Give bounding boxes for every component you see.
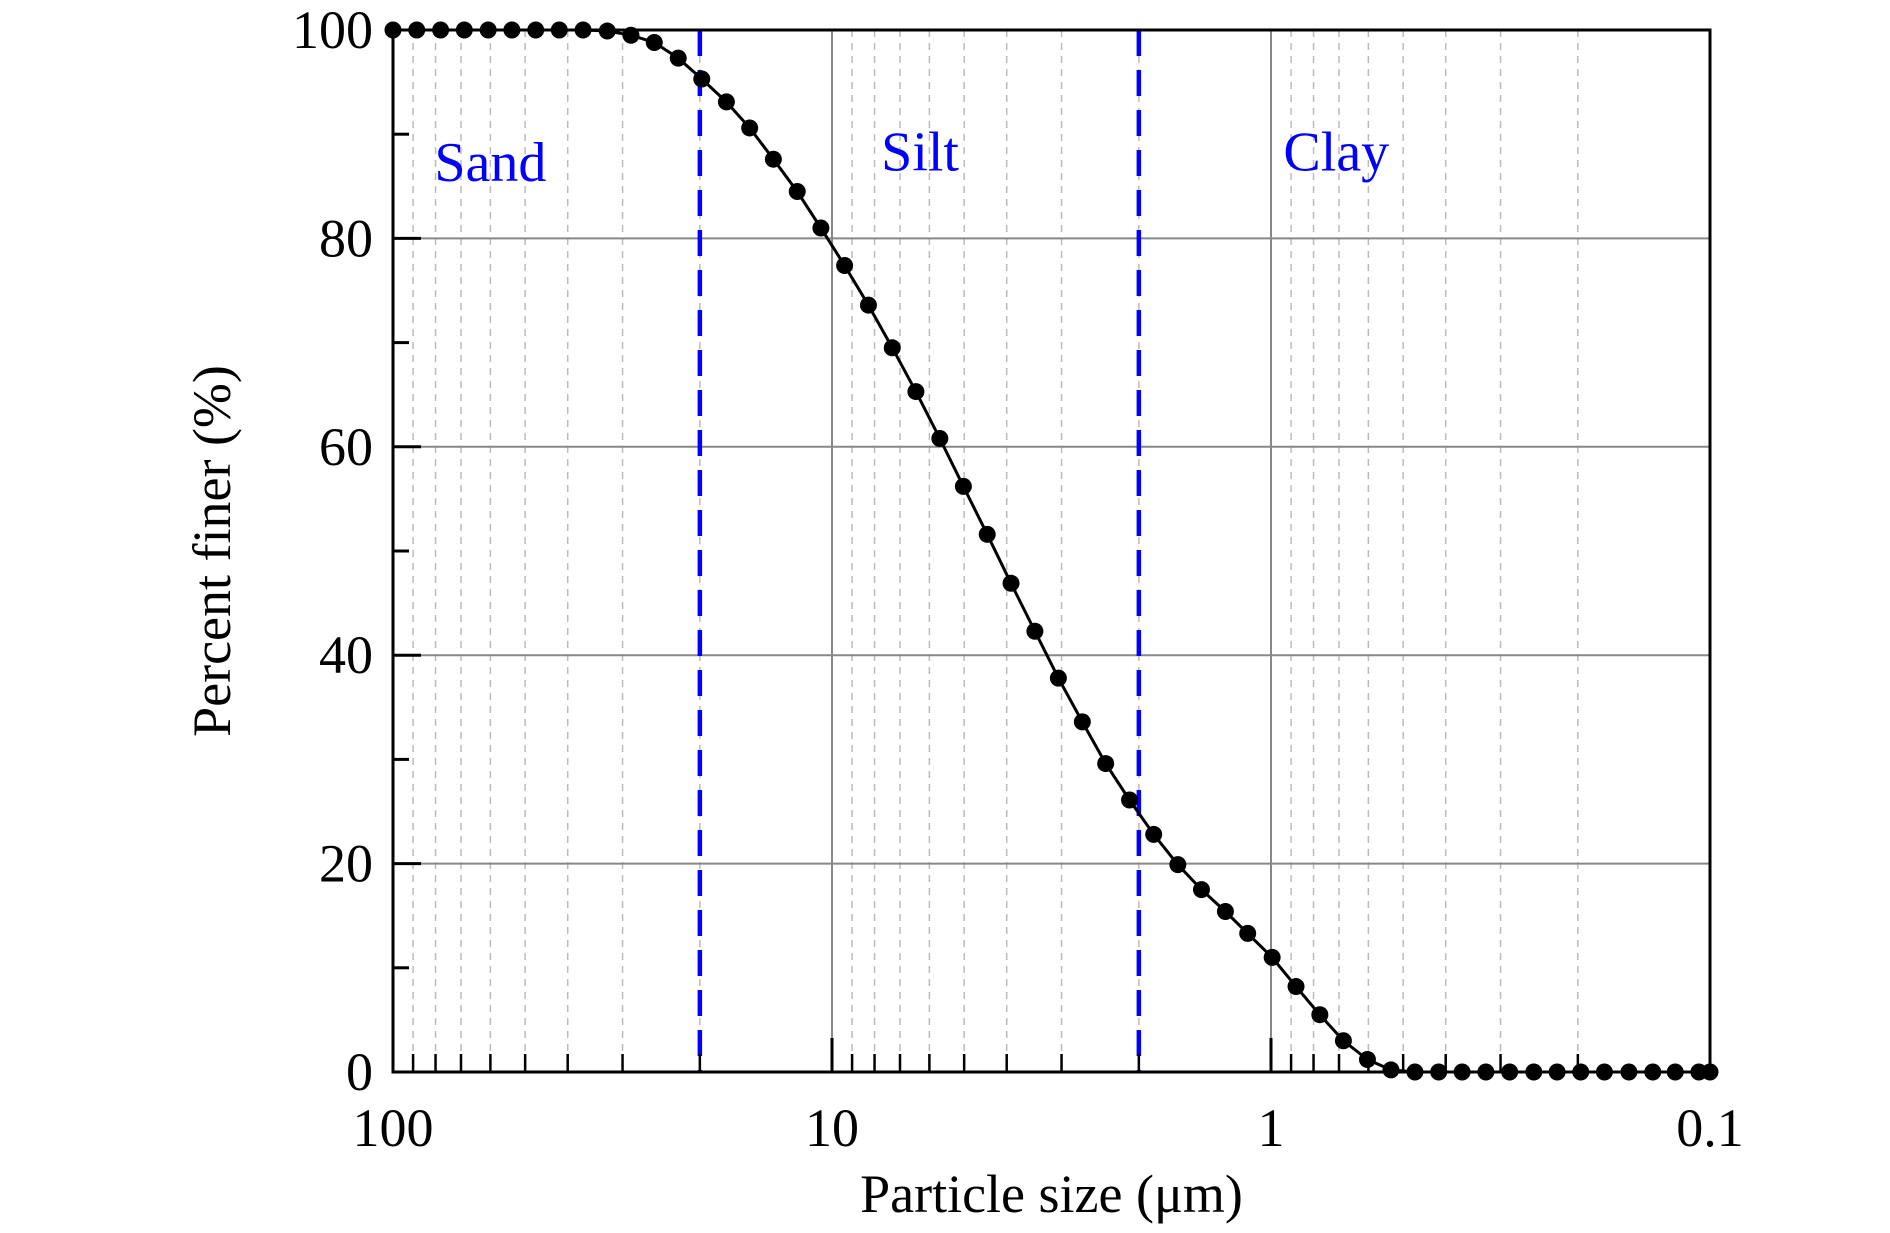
region-label-clay: Clay xyxy=(1283,122,1389,184)
grid xyxy=(393,30,1710,1072)
data-point xyxy=(1026,622,1044,640)
data-point xyxy=(1169,856,1187,874)
data-point xyxy=(954,477,972,495)
data-point xyxy=(764,150,782,168)
y-tick-label: 20 xyxy=(319,834,373,894)
data-point xyxy=(931,429,949,447)
x-tick-label: 100 xyxy=(353,1098,434,1158)
data-point xyxy=(1239,924,1257,942)
plot-frame xyxy=(391,28,1712,1074)
data-point xyxy=(1002,574,1020,592)
data-point xyxy=(1145,825,1163,843)
data-point xyxy=(836,256,854,274)
data-point xyxy=(859,296,877,314)
data-point xyxy=(1334,1032,1352,1050)
series-line xyxy=(393,28,1710,1074)
data-point xyxy=(812,219,830,237)
y-tick-label: 60 xyxy=(319,417,373,477)
y-tick-label: 40 xyxy=(319,625,373,685)
data-point xyxy=(741,119,759,137)
tick-labels: 100 10 1 0.1 0 20 40 60 80 100 xyxy=(292,0,1744,1158)
y-tick-label: 100 xyxy=(292,0,373,60)
x-tick-label: 1 xyxy=(1258,1098,1285,1158)
data-point xyxy=(1121,791,1139,809)
data-point xyxy=(1097,755,1115,773)
data-point xyxy=(883,339,901,357)
data-point xyxy=(693,70,711,88)
axis-ticks xyxy=(391,28,1712,1074)
region-label-silt: Silt xyxy=(881,122,959,184)
region-boundaries xyxy=(697,30,1142,1072)
data-point xyxy=(1311,1006,1329,1024)
data-point xyxy=(1287,978,1305,996)
data-series xyxy=(384,21,1719,1081)
region-label-sand: Sand xyxy=(434,132,546,194)
data-point xyxy=(978,525,996,543)
data-point xyxy=(1073,713,1091,731)
y-axis-title: Percent finer (%) xyxy=(182,365,242,737)
data-point xyxy=(1049,669,1067,687)
data-point xyxy=(1192,881,1210,899)
x-axis-title: Particle size (μm) xyxy=(860,1164,1243,1224)
y-tick-label: 80 xyxy=(319,208,373,268)
data-point xyxy=(907,383,925,401)
data-point xyxy=(788,183,806,201)
x-tick-label: 10 xyxy=(805,1098,859,1158)
region-labels: Sand Silt Clay xyxy=(434,122,1389,194)
x-tick-label: 0.1 xyxy=(1676,1098,1744,1158)
data-point xyxy=(717,93,735,111)
data-point xyxy=(1382,1061,1400,1079)
data-point xyxy=(669,49,687,67)
data-point xyxy=(645,34,663,52)
y-tick-label: 0 xyxy=(346,1042,373,1102)
data-point xyxy=(1263,948,1281,966)
data-point xyxy=(1216,903,1234,921)
